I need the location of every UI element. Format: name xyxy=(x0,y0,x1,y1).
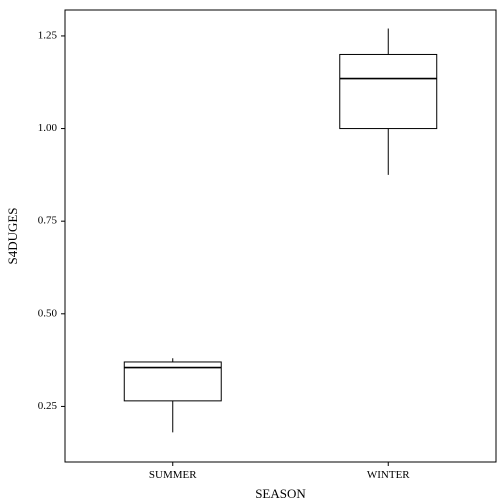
chart-svg: 0.25 0.50 0.75 1.00 1.25 SUMMER WINTER SEASON S4… xyxy=(0,0,504,504)
x-tick-label: WINTER xyxy=(367,469,410,481)
y-tick-label: 1.00 xyxy=(38,122,58,134)
y-tick-label: 1.25 xyxy=(38,29,58,41)
y-tick-label: 0.25 xyxy=(38,400,58,412)
y-tick-label: 0.75 xyxy=(38,215,58,227)
boxplot-chart: 0.25 0.50 0.75 1.00 1.25 SUMMER WINTER SEASON S4… xyxy=(0,0,504,504)
x-axis-label: SEASON xyxy=(255,486,306,501)
x-tick-label: SUMMER xyxy=(149,469,197,481)
y-tick-label: 0.50 xyxy=(38,307,58,319)
y-axis-label: S4DUGES xyxy=(5,207,20,264)
box xyxy=(340,54,437,128)
